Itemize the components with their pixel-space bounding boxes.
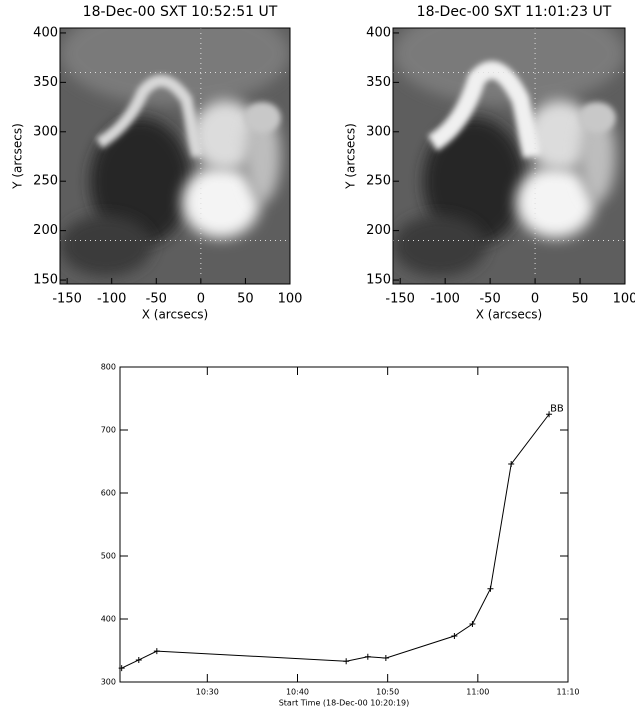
data-point xyxy=(343,658,350,665)
data-line xyxy=(121,413,550,669)
data-point xyxy=(508,461,515,468)
data-point xyxy=(153,648,160,655)
data-point xyxy=(135,656,142,663)
y-tick-label: 300 xyxy=(366,124,391,139)
y-tick-label: 250 xyxy=(366,174,391,189)
data-point xyxy=(469,621,476,628)
x-tick-label: 0 xyxy=(197,292,205,307)
x-tick-label: 0 xyxy=(531,292,539,307)
y-tick-label: 400 xyxy=(33,25,58,40)
bright-lobe xyxy=(578,109,616,203)
x-tick-label: -150 xyxy=(385,292,415,307)
x-tick-label: -150 xyxy=(52,292,82,307)
dark-region xyxy=(393,214,486,277)
y-tick-label: 400 xyxy=(101,615,116,624)
y-tick-label: 250 xyxy=(33,174,58,189)
x-tick-label: -100 xyxy=(430,292,460,307)
y-axis-label: Y (arcsecs) xyxy=(344,123,358,190)
bright-lobe xyxy=(244,109,281,203)
data-point xyxy=(487,585,494,592)
y-tick-label: 300 xyxy=(33,124,58,139)
bright-core xyxy=(181,166,261,238)
bright-lobe xyxy=(244,102,281,133)
x-tick-label: -50 xyxy=(146,292,167,307)
dark-region xyxy=(60,214,152,277)
data-point xyxy=(546,411,553,418)
data-point xyxy=(382,655,389,662)
y-tick-label: 350 xyxy=(33,75,58,90)
y-tick-label: 150 xyxy=(366,273,391,288)
xray-image xyxy=(60,28,290,284)
y-tick-label: 500 xyxy=(101,552,116,561)
x-tick-label: 100 xyxy=(278,292,303,307)
bright-arch xyxy=(95,75,204,158)
x-tick-label: 50 xyxy=(237,292,254,307)
x-tick-label: 11:10 xyxy=(556,688,579,697)
bright-core xyxy=(525,99,595,172)
y-tick-label: 700 xyxy=(101,426,116,435)
glow xyxy=(393,28,625,105)
y-tick-label: 400 xyxy=(366,25,391,40)
y-tick-label: 200 xyxy=(366,223,391,238)
y-tick-label: 350 xyxy=(366,75,391,90)
bright-core xyxy=(191,99,261,172)
bright-lobe xyxy=(578,102,616,133)
y-tick-label: 800 xyxy=(101,363,116,372)
chart-title: 18-Dec-00 SXT 10:52:51 UT xyxy=(83,4,278,20)
data-point xyxy=(364,653,371,660)
x-tick-label: -50 xyxy=(479,292,500,307)
annotation: BB xyxy=(550,403,564,414)
chart-title: 18-Dec-00 SXT 11:01:23 UT xyxy=(417,4,612,20)
x-tick-label: 100 xyxy=(613,292,635,307)
y-axis-label: Y (arcsecs) xyxy=(11,123,25,190)
y-tick-label: 600 xyxy=(101,489,116,498)
dark-region xyxy=(89,117,192,246)
y-tick-label: 150 xyxy=(33,273,58,288)
x-tick-label: 10:40 xyxy=(286,688,309,697)
dark-region xyxy=(423,117,526,246)
bright-core xyxy=(515,166,595,238)
x-axis-label: X (arcsecs) xyxy=(142,308,209,322)
x-tick-label: 11:00 xyxy=(466,688,489,697)
y-tick-label: 200 xyxy=(33,223,58,238)
frame xyxy=(119,366,569,683)
frame xyxy=(59,27,291,285)
x-axis-label: X (arcsecs) xyxy=(476,308,543,322)
data-point xyxy=(118,665,125,672)
xray-image xyxy=(393,28,625,284)
frame xyxy=(392,27,626,285)
x-tick-label: 50 xyxy=(572,292,589,307)
x-tick-label: 10:50 xyxy=(376,688,399,697)
x-tick-label: -100 xyxy=(97,292,127,307)
data-point xyxy=(451,633,458,640)
bright-arch xyxy=(427,61,542,158)
x-axis-label: Start Time (18-Dec-00 10:20:19) xyxy=(279,699,410,708)
y-tick-label: 300 xyxy=(101,678,116,687)
glow xyxy=(60,28,290,105)
x-tick-label: 10:30 xyxy=(196,688,219,697)
